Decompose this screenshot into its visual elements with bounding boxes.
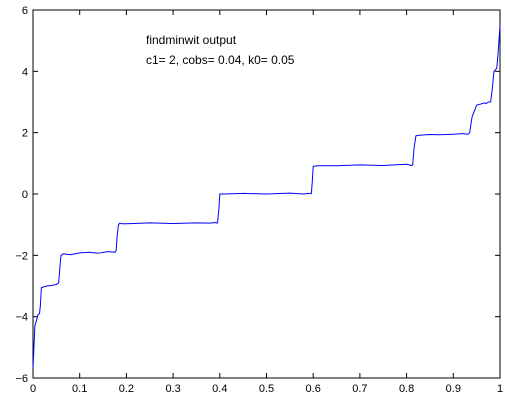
axis-ticks [32, 9, 501, 379]
x-tick-label: 0 [30, 383, 36, 395]
annotation-title: findminwit output [146, 33, 237, 47]
x-tick-label: 0.6 [306, 383, 321, 395]
y-tick-label: 6 [22, 5, 28, 17]
x-tick-label: 0.1 [72, 383, 87, 395]
y-tick-label: 4 [22, 66, 28, 78]
x-tick-label: 0.9 [446, 383, 461, 395]
series-layer [32, 25, 501, 369]
x-tick-label: 0.8 [399, 383, 414, 395]
x-tick-labels: 0 0.1 0.2 0.3 0.4 0.5 0.6 0.7 0.8 0.9 1 [30, 383, 503, 395]
x-tick-label: 0.3 [165, 383, 180, 395]
y-tick-label: −4 [15, 312, 28, 324]
x-tick-label: 1 [497, 383, 503, 395]
y-tick-label: 2 [22, 128, 28, 140]
x-tick-label: 0.4 [212, 383, 227, 395]
x-tick-label: 0.2 [119, 383, 134, 395]
series-line-0 [32, 25, 501, 369]
x-tick-label: 0.5 [259, 383, 274, 395]
x-tick-label: 0.7 [352, 383, 367, 395]
annotation-params: c1= 2, cobs= 0.04, k0= 0.05 [146, 53, 295, 67]
y-tick-label: −6 [15, 373, 28, 385]
y-tick-label: 0 [22, 189, 28, 201]
y-tick-labels: −6 −4 −2 0 2 4 6 [15, 5, 28, 385]
y-tick-label: −2 [15, 250, 28, 262]
